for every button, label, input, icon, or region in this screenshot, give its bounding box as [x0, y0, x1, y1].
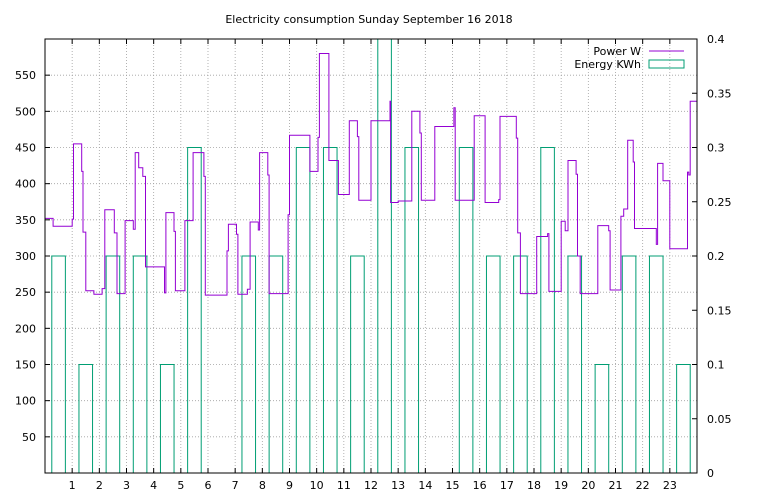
y-tick-label: 100 — [15, 395, 36, 408]
y-tick-label: 250 — [15, 286, 36, 299]
y2-tick-label: 0.25 — [707, 196, 732, 209]
power-series — [45, 53, 697, 296]
x-tick-label: 9 — [286, 479, 293, 492]
chart-title: Electricity consumption Sunday September… — [225, 13, 512, 26]
x-tick-label: 3 — [123, 479, 130, 492]
y-tick-label: 300 — [15, 250, 36, 263]
y-tick-label: 200 — [15, 322, 36, 335]
x-tick-label: 17 — [500, 479, 514, 492]
energy-bar — [78, 364, 94, 474]
energy-bar — [594, 364, 610, 474]
x-tick-label: 10 — [310, 479, 324, 492]
power-line-path — [45, 53, 697, 296]
x-tick-label: 16 — [473, 479, 487, 492]
energy-bar — [187, 147, 202, 474]
y-tick-label: 550 — [15, 69, 36, 82]
energy-bar — [540, 147, 555, 474]
energy-bar — [458, 147, 474, 474]
x-tick-label: 20 — [581, 479, 595, 492]
x-tick-label: 19 — [554, 479, 568, 492]
x-tick-label: 14 — [418, 479, 432, 492]
energy-bar — [268, 255, 284, 474]
legend-swatch-energy — [648, 59, 685, 69]
y2-tick-label: 0.1 — [707, 359, 725, 372]
y-axis-right: 0 0.05 0.1 0.15 0.2 0.25 0.3 0.35 0.4 — [692, 33, 732, 480]
legend-label-energy: Energy KWh — [574, 58, 641, 71]
x-tick-label: 18 — [527, 479, 541, 492]
x-tick-label: 2 — [96, 479, 103, 492]
energy-bar — [295, 147, 311, 474]
x-tick-label: 13 — [391, 479, 405, 492]
x-axis: 1 2 3 4 5 6 7 8 9 10 11 12 13 14 15 16 17 18 19 20 21 22 23 — [69, 39, 677, 492]
legend: Power W Energy KWh — [574, 45, 685, 71]
energy-bar — [676, 364, 691, 474]
legend-label-power: Power W — [593, 45, 641, 58]
x-tick-label: 23 — [663, 479, 677, 492]
x-tick-label: 15 — [446, 479, 460, 492]
y-tick-label: 50 — [22, 431, 36, 444]
y2-tick-label: 0.4 — [707, 33, 725, 46]
x-tick-label: 5 — [177, 479, 184, 492]
y-tick-label: 150 — [15, 359, 36, 372]
y2-tick-label: 0.35 — [707, 87, 732, 100]
y2-tick-label: 0 — [707, 467, 714, 480]
energy-bar — [159, 364, 175, 474]
x-tick-label: 7 — [232, 479, 239, 492]
y2-tick-label: 0.05 — [707, 413, 732, 426]
y2-tick-label: 0.15 — [707, 304, 732, 317]
x-tick-label: 11 — [337, 479, 351, 492]
energy-bar — [322, 147, 338, 474]
y-tick-label: 450 — [15, 142, 36, 155]
x-tick-label: 21 — [609, 479, 623, 492]
y-tick-label: 400 — [15, 178, 36, 191]
x-tick-label: 6 — [205, 479, 212, 492]
y2-tick-label: 0.3 — [707, 142, 725, 155]
x-tick-label: 12 — [364, 479, 378, 492]
x-tick-label: 1 — [69, 479, 76, 492]
y-axis-left: 50 100 150 200 250 300 350 400 450 500 550 — [15, 69, 50, 444]
y2-tick-label: 0.2 — [707, 250, 725, 263]
x-tick-label: 8 — [259, 479, 266, 492]
x-tick-label: 4 — [150, 479, 157, 492]
x-tick-label: 22 — [636, 479, 650, 492]
y-tick-label: 500 — [15, 105, 36, 118]
y-tick-label: 350 — [15, 214, 36, 227]
